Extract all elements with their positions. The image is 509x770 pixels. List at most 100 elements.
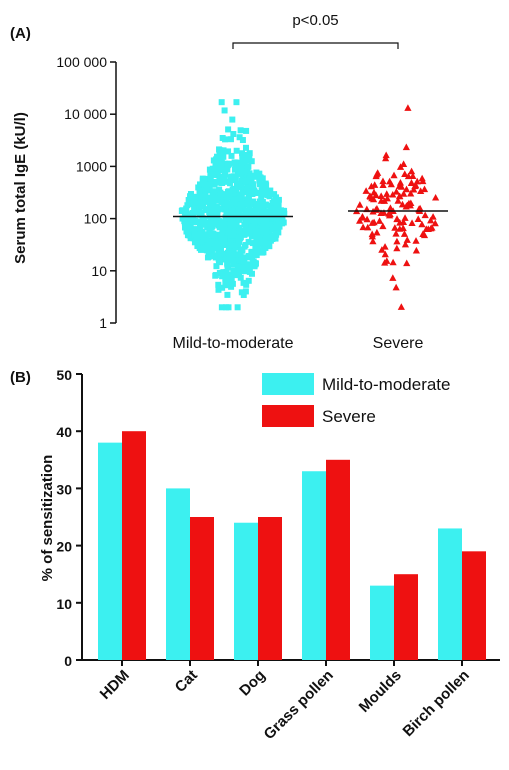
- scatter-point-mild: [266, 230, 273, 237]
- scatter-point-mild: [205, 196, 212, 203]
- panel-a-points: [178, 99, 440, 311]
- scatter-point-mild: [250, 258, 257, 265]
- scatter-point-mild: [207, 170, 214, 177]
- scatter-point-severe: [410, 185, 418, 193]
- panel-b-y-tick-label: 10: [56, 596, 72, 612]
- scatter-point-mild: [231, 166, 238, 173]
- scatter-point-mild: [203, 181, 210, 188]
- scatter-point-mild: [220, 165, 227, 172]
- bar-mild: [370, 585, 394, 660]
- scatter-point-severe: [420, 185, 429, 193]
- scatter-point-mild: [271, 206, 278, 213]
- scatter-point-mild: [238, 264, 245, 271]
- scatter-point-mild: [225, 148, 232, 155]
- scatter-point-severe: [401, 170, 409, 177]
- scatter-point-mild: [244, 218, 251, 225]
- scatter-point-severe: [403, 259, 411, 267]
- panel-b-y-tick-label: 0: [64, 653, 72, 669]
- scatter-point-mild: [225, 246, 232, 253]
- scatter-point-mild: [244, 163, 251, 170]
- scatter-point-severe: [389, 258, 397, 266]
- bar-mild: [234, 522, 258, 660]
- scatter-point-mild: [187, 200, 194, 207]
- scatter-point-mild: [226, 253, 233, 260]
- panel-b-label: (B): [10, 369, 31, 386]
- scatter-point-severe: [379, 222, 387, 230]
- scatter-point-mild: [221, 224, 228, 231]
- scatter-point-mild: [260, 217, 267, 224]
- panel-b-bar: (B) % of sensitization 0 10 20 30 40 50 HDM Ca…: [10, 367, 500, 743]
- scatter-point-mild: [264, 208, 271, 215]
- scatter-point-mild: [258, 187, 265, 194]
- scatter-point-mild: [183, 221, 190, 228]
- scatter-point-mild: [221, 250, 228, 257]
- scatter-point-mild: [256, 239, 263, 246]
- scatter-point-mild: [215, 286, 222, 293]
- scatter-point-severe: [400, 160, 408, 167]
- scatter-point-severe: [375, 217, 384, 224]
- scatter-point-severe: [396, 218, 404, 226]
- scatter-point-mild: [248, 211, 255, 218]
- scatter-point-mild: [201, 219, 208, 226]
- scatter-point-mild: [205, 221, 212, 228]
- scatter-point-mild: [184, 232, 191, 239]
- scatter-point-mild: [225, 230, 232, 237]
- legend-swatch: [262, 405, 314, 427]
- scatter-point-mild: [248, 270, 255, 277]
- scatter-point-mild: [225, 304, 232, 311]
- panel-b-category-label: Birch pollen: [400, 667, 473, 740]
- scatter-point-mild: [196, 200, 203, 207]
- scatter-point-mild: [213, 263, 220, 270]
- panel-a-scatter: (A) Serum total IgE (kU/l) 1 10 100 1000 10 …: [10, 12, 448, 352]
- scatter-point-mild: [201, 231, 208, 238]
- scatter-point-severe: [404, 104, 412, 111]
- scatter-point-mild: [202, 193, 209, 200]
- scatter-point-mild: [234, 257, 241, 264]
- bar-severe: [122, 431, 146, 660]
- scatter-point-mild: [262, 184, 269, 191]
- scatter-point-mild: [238, 168, 245, 175]
- scatter-point-mild: [259, 223, 266, 230]
- scatter-point-mild: [264, 221, 271, 228]
- scatter-point-mild: [240, 279, 247, 286]
- scatter-point-mild: [263, 224, 270, 231]
- scatter-point-mild: [216, 224, 223, 231]
- scatter-point-mild: [242, 288, 249, 295]
- scatter-point-mild: [224, 166, 231, 173]
- scatter-point-mild: [244, 184, 251, 191]
- scatter-point-mild: [234, 171, 241, 178]
- panel-a-category-labels: Mild-to-moderate Severe: [173, 335, 424, 352]
- scatter-point-mild: [224, 260, 231, 267]
- scatter-point-mild: [243, 268, 250, 275]
- scatter-point-mild: [214, 197, 221, 204]
- scatter-point-mild: [229, 186, 236, 193]
- scatter-point-mild: [242, 225, 249, 232]
- scatter-point-severe: [392, 188, 400, 195]
- scatter-point-mild: [192, 238, 199, 245]
- panel-b-y-axis: 0 10 20 30 40 50: [56, 367, 500, 669]
- scatter-point-mild: [218, 199, 225, 206]
- scatter-point-severe: [397, 183, 406, 190]
- scatter-point-severe: [396, 179, 405, 186]
- panel-b-y-tick-label: 40: [56, 424, 72, 440]
- scatter-point-mild: [232, 163, 239, 170]
- bar-severe: [462, 551, 486, 660]
- scatter-point-severe: [368, 194, 376, 202]
- scatter-point-severe: [398, 200, 407, 208]
- scatter-point-severe: [367, 182, 376, 190]
- scatter-point-mild: [232, 196, 239, 203]
- scatter-point-mild: [224, 291, 231, 298]
- scatter-point-mild: [217, 149, 224, 156]
- scatter-point-mild: [235, 206, 242, 213]
- scatter-point-mild: [194, 209, 201, 216]
- bar-severe: [258, 517, 282, 660]
- scatter-point-mild: [246, 150, 253, 157]
- scatter-point-mild: [242, 178, 249, 185]
- scatter-point-mild: [242, 144, 249, 151]
- scatter-point-mild: [196, 224, 203, 231]
- scatter-point-mild: [224, 282, 231, 289]
- scatter-point-mild: [189, 211, 196, 218]
- scatter-point-mild: [240, 258, 247, 265]
- scatter-point-mild: [259, 203, 266, 210]
